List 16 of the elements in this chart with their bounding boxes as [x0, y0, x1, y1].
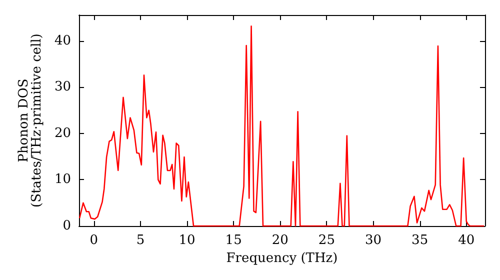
- y-axis-title: Phonon DOS (States/THz·primitive cell): [16, 33, 45, 208]
- y-tick-label: 10: [54, 172, 71, 188]
- x-tick-label: 0: [90, 233, 98, 248]
- x-tick-label: 35: [412, 233, 428, 248]
- x-tick-label: 25: [318, 233, 335, 248]
- y-tick-label: 20: [54, 126, 71, 141]
- x-tick-label: 20: [272, 233, 288, 248]
- y-tick-label: 0: [62, 218, 71, 234]
- y-tick-label: 30: [54, 80, 71, 95]
- y-tick-label: 40: [54, 33, 71, 48]
- x-tick-label: 30: [364, 233, 382, 248]
- x-tick-label: 40: [458, 233, 475, 248]
- x-tick-label: 15: [225, 233, 242, 248]
- x-tick-label: 10: [178, 233, 196, 248]
- x-tick-label: 5: [136, 233, 145, 248]
- x-axis-title: Frequency (THz): [226, 250, 338, 266]
